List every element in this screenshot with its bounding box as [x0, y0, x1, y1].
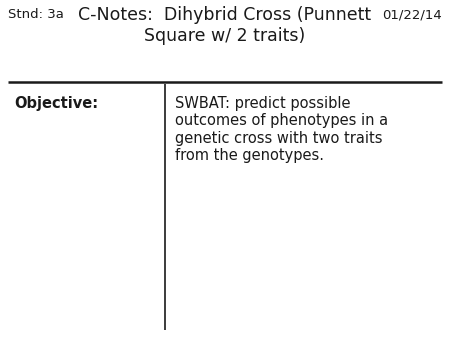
Text: Stnd: 3a: Stnd: 3a	[8, 8, 64, 21]
Text: SWBAT: predict possible
outcomes of phenotypes in a
genetic cross with two trait: SWBAT: predict possible outcomes of phen…	[175, 96, 388, 163]
Text: 01/22/14: 01/22/14	[382, 8, 442, 21]
Text: Objective:: Objective:	[14, 96, 98, 111]
Text: C-Notes:  Dihybrid Cross (Punnett
Square w/ 2 traits): C-Notes: Dihybrid Cross (Punnett Square …	[78, 6, 372, 45]
